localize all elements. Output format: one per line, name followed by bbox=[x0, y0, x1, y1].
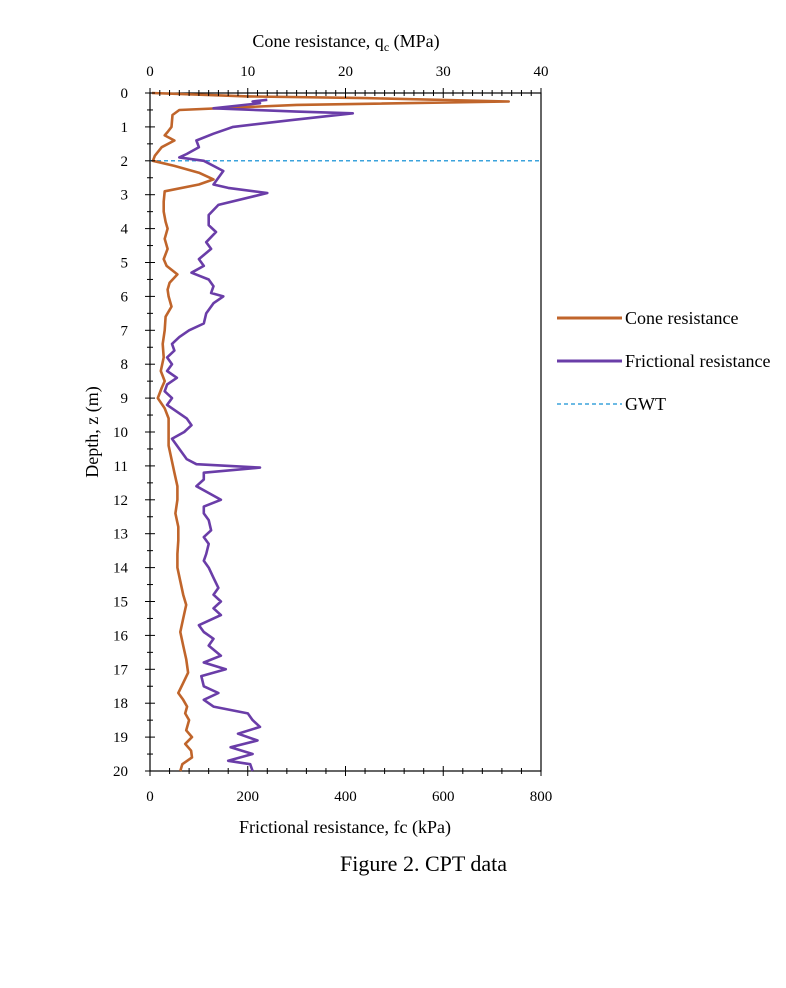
legend-label-cone-resistance: Cone resistance bbox=[625, 308, 738, 328]
series-layer bbox=[151, 91, 511, 772]
top-tick-label: 10 bbox=[240, 64, 255, 80]
figure-caption: Figure 2. CPT data bbox=[340, 851, 508, 876]
y-tick-label: 16 bbox=[113, 628, 129, 644]
bottom-tick-label: 800 bbox=[530, 789, 553, 805]
series-line-frictional-resistance bbox=[163, 98, 355, 772]
y-tick-label: 8 bbox=[121, 357, 129, 373]
y-tick-label: 6 bbox=[121, 289, 129, 305]
y-tick-label: 13 bbox=[113, 527, 128, 543]
y-tick-label: 3 bbox=[121, 188, 129, 204]
top-tick-label: 20 bbox=[338, 64, 353, 80]
y-tick-label: 20 bbox=[113, 764, 128, 780]
bottom-axis-title: Frictional resistance, fc (kPa) bbox=[239, 817, 451, 838]
y-tick-label: 4 bbox=[121, 222, 129, 238]
y-tick-label: 10 bbox=[113, 425, 128, 441]
bottom-tick-label: 0 bbox=[146, 789, 154, 805]
y-tick-label: 1 bbox=[121, 120, 129, 136]
bottom-tick-label: 200 bbox=[237, 789, 260, 805]
y-tick-label: 17 bbox=[113, 662, 129, 678]
legend-label-frictional-resistance: Frictional resistance bbox=[625, 351, 770, 371]
bottom-tick-label: 400 bbox=[334, 789, 357, 805]
y-tick-label: 9 bbox=[121, 391, 129, 407]
y-tick-label: 19 bbox=[113, 730, 128, 746]
legend: Cone resistance Frictional resistance GW… bbox=[557, 308, 770, 414]
y-tick-label: 14 bbox=[113, 561, 129, 577]
legend-label-gwt: GWT bbox=[625, 394, 666, 414]
top-tick-label: 0 bbox=[146, 64, 154, 80]
y-axis-title: Depth, z (m) bbox=[82, 386, 103, 477]
plot-area bbox=[149, 92, 542, 772]
bottom-tick-label: 600 bbox=[432, 789, 455, 805]
y-tick-label: 0 bbox=[121, 86, 129, 102]
top-tick-label: 40 bbox=[534, 64, 549, 80]
y-tick-label: 11 bbox=[114, 459, 128, 475]
y-tick-label: 12 bbox=[113, 493, 128, 509]
y-tick-label: 18 bbox=[113, 696, 128, 712]
y-tick-label: 2 bbox=[121, 154, 129, 170]
y-tick-label: 5 bbox=[121, 256, 129, 272]
y-tick-label: 7 bbox=[121, 323, 129, 339]
series-line-cone-resistance bbox=[151, 91, 511, 772]
y-tick-label: 15 bbox=[113, 595, 128, 611]
top-axis-title: Cone resistance, qc (MPa) bbox=[252, 31, 439, 54]
top-tick-label: 30 bbox=[436, 64, 451, 80]
plot-frame bbox=[149, 92, 542, 772]
